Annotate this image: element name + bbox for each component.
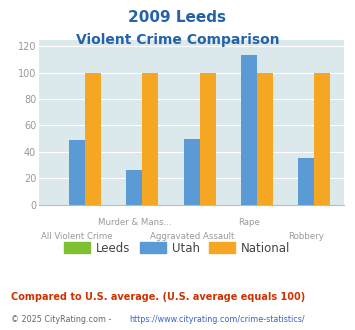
Bar <box>126 170 142 205</box>
Text: © 2025 CityRating.com -: © 2025 CityRating.com - <box>11 315 114 324</box>
Text: Robbery: Robbery <box>289 232 324 241</box>
Text: 2009 Leeds: 2009 Leeds <box>129 10 226 25</box>
Bar <box>200 73 216 205</box>
Bar <box>184 139 200 205</box>
Text: All Violent Crime: All Violent Crime <box>41 232 113 241</box>
Legend: Leeds, Utah, National: Leeds, Utah, National <box>60 237 295 259</box>
Text: Aggravated Assault: Aggravated Assault <box>149 232 234 241</box>
Bar <box>257 73 273 205</box>
Bar <box>315 73 331 205</box>
Bar <box>69 140 85 205</box>
Text: Rape: Rape <box>238 218 260 227</box>
Bar <box>241 55 257 205</box>
Bar <box>298 158 315 205</box>
Text: Violent Crime Comparison: Violent Crime Comparison <box>76 33 279 47</box>
Text: Compared to U.S. average. (U.S. average equals 100): Compared to U.S. average. (U.S. average … <box>11 292 305 302</box>
Bar <box>142 73 158 205</box>
Text: Murder & Mans...: Murder & Mans... <box>98 218 171 227</box>
Bar <box>85 73 101 205</box>
Text: https://www.cityrating.com/crime-statistics/: https://www.cityrating.com/crime-statist… <box>130 315 305 324</box>
